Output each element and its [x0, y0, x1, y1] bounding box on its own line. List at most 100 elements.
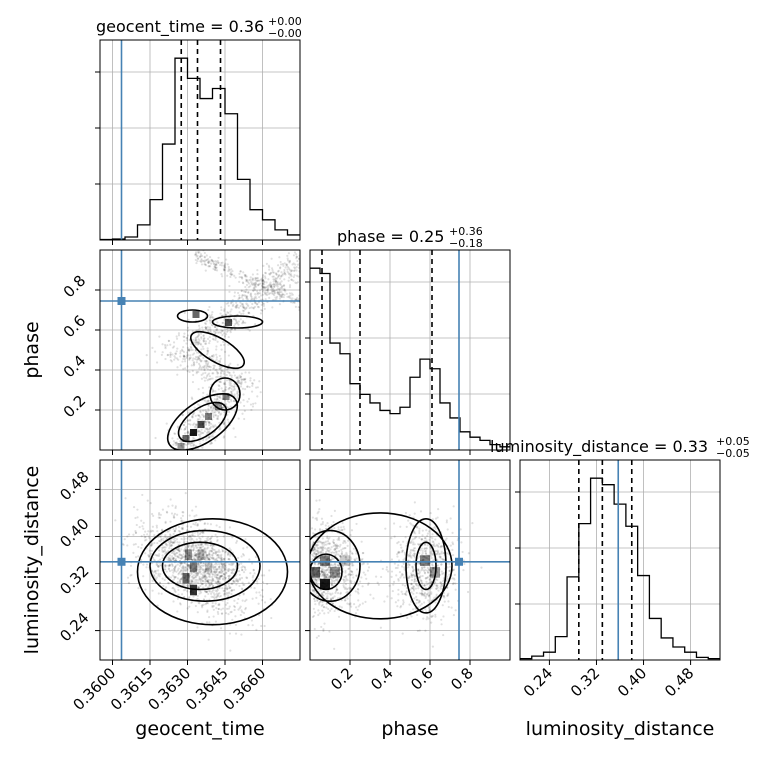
sample-point — [349, 581, 353, 585]
sample-point — [233, 608, 236, 612]
sample-point — [208, 314, 211, 317]
sample-point — [164, 357, 167, 361]
sample-point — [185, 443, 188, 447]
sample-point — [214, 325, 217, 329]
sample-point — [199, 366, 202, 369]
sample-point — [249, 280, 253, 284]
sample-point — [249, 293, 252, 296]
sample-point — [348, 567, 351, 570]
sample-point — [345, 551, 348, 554]
sample-point — [334, 571, 338, 574]
sample-point — [227, 557, 230, 561]
sample-point — [244, 381, 247, 384]
sample-point — [440, 545, 443, 548]
sample-point — [270, 292, 273, 295]
sample-point — [207, 261, 210, 264]
sample-point — [227, 584, 231, 588]
sample-point — [272, 278, 275, 281]
sample-point — [230, 568, 233, 571]
sample-point — [322, 590, 325, 594]
sample-point — [244, 371, 247, 374]
sample-point — [330, 566, 333, 569]
sample-point — [198, 575, 201, 579]
sample-point — [194, 357, 197, 361]
sample-point — [216, 589, 219, 592]
sample-point — [167, 556, 170, 559]
sample-point — [134, 556, 138, 559]
sample-point — [208, 575, 212, 578]
sample-point — [252, 289, 255, 292]
sample-point — [183, 540, 186, 543]
sample-point — [171, 565, 174, 568]
sample-point — [185, 356, 188, 360]
sample-point — [187, 545, 190, 549]
sample-point — [344, 553, 347, 556]
sample-point — [229, 382, 232, 385]
sample-point — [451, 543, 455, 546]
sample-point — [235, 321, 238, 324]
sample-point — [177, 567, 180, 570]
sample-point — [421, 534, 424, 537]
sample-point — [440, 618, 443, 621]
sample-point — [392, 522, 396, 525]
sample-point — [215, 402, 218, 405]
sample-point — [198, 442, 202, 445]
sample-point — [195, 553, 198, 556]
sample-point — [239, 375, 242, 378]
sample-point — [346, 597, 349, 600]
sample-point — [212, 568, 215, 571]
sample-point — [421, 590, 424, 593]
sample-point — [196, 254, 199, 257]
sample-point — [197, 357, 200, 360]
sample-point — [262, 273, 265, 277]
sample-point — [214, 439, 217, 442]
sample-point — [172, 516, 175, 519]
sample-point — [172, 345, 176, 348]
sample-point — [403, 584, 407, 587]
sample-point — [430, 573, 433, 577]
sample-point — [218, 361, 222, 364]
sample-point — [426, 576, 429, 579]
sample-point — [242, 305, 245, 308]
sample-point — [430, 570, 433, 574]
sample-point — [439, 555, 442, 558]
sample-point — [252, 307, 255, 310]
sample-point — [263, 292, 267, 295]
sample-point — [246, 546, 249, 549]
sample-point — [182, 354, 185, 357]
sample-point — [310, 553, 314, 556]
sample-point — [431, 518, 434, 521]
sample-point — [244, 290, 247, 294]
sample-point — [289, 294, 292, 297]
sample-point — [423, 571, 426, 574]
sample-point — [319, 546, 322, 549]
sample-point — [218, 359, 222, 362]
sample-point — [286, 254, 289, 257]
sample-point — [261, 281, 264, 284]
sample-point — [212, 592, 215, 595]
sample-point — [420, 579, 423, 583]
sample-point — [196, 563, 200, 566]
sample-point — [393, 535, 396, 538]
sample-point — [421, 593, 424, 596]
sample-point — [355, 557, 358, 560]
sample-point — [208, 423, 211, 427]
sample-point — [362, 551, 365, 555]
sample-point — [177, 572, 181, 575]
sample-point — [175, 337, 179, 340]
sample-point — [337, 537, 340, 540]
sample-point — [205, 568, 208, 571]
sample-point — [145, 538, 148, 541]
sample-point — [223, 568, 226, 571]
sample-point — [249, 285, 252, 288]
sample-point — [268, 266, 271, 269]
sample-point — [145, 354, 148, 357]
sample-point — [193, 553, 197, 557]
sample-point — [206, 558, 209, 561]
sample-point — [317, 547, 320, 550]
sample-point — [200, 582, 204, 586]
sample-point — [205, 567, 208, 571]
sample-point — [331, 557, 334, 560]
sample-point — [204, 423, 208, 427]
sample-point — [214, 551, 217, 554]
